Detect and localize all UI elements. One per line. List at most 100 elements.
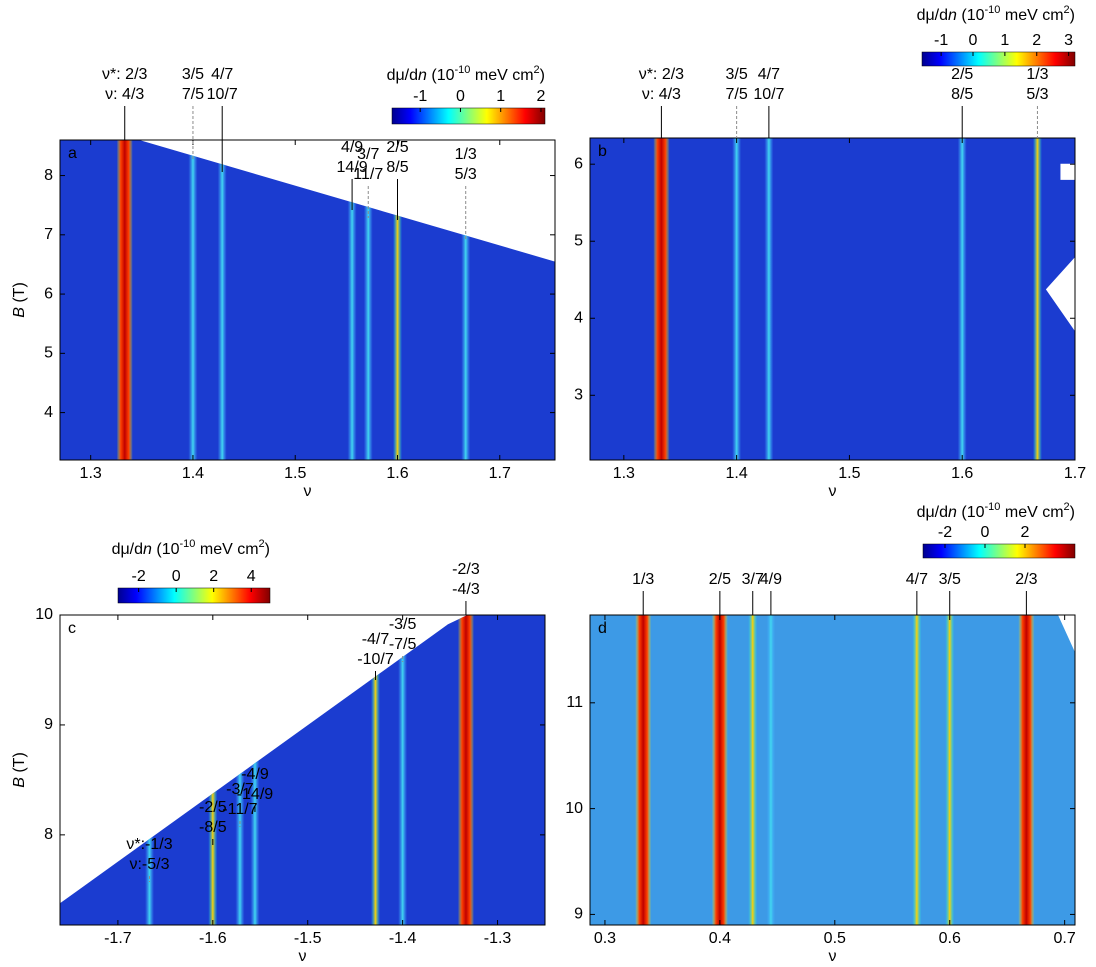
colorbar bbox=[391, 107, 546, 125]
fraction-label: 3/7 bbox=[357, 146, 379, 163]
heatmap bbox=[590, 138, 1075, 460]
fraction-label: -4/9 bbox=[241, 766, 269, 783]
colorbar-title: dμ/dn (10-10 meV cm2) bbox=[112, 538, 270, 558]
fraction-label: 10/7 bbox=[207, 86, 238, 103]
fraction-label: -3/7 bbox=[226, 781, 254, 798]
colorbar-title-part: -10 bbox=[455, 64, 471, 76]
x-tick-label: 0.6 bbox=[939, 930, 961, 947]
colorbar-title-part: 2 bbox=[534, 64, 540, 76]
feature-stripe bbox=[711, 615, 728, 925]
fraction-label: ν: 4/3 bbox=[105, 86, 144, 103]
y-tick-label: 6 bbox=[574, 155, 583, 172]
heatmap-background bbox=[60, 140, 555, 460]
colorbar-tick-label: 1 bbox=[496, 88, 505, 105]
colorbar-title-part: n bbox=[948, 504, 957, 521]
colorbar-title-part: 2 bbox=[1064, 4, 1070, 16]
fraction-label: 11/7 bbox=[353, 166, 383, 183]
feature-stripe bbox=[457, 615, 474, 925]
x-tick-label: -1.6 bbox=[199, 930, 227, 947]
colorbar-tick-label: 3 bbox=[1064, 32, 1073, 49]
colorbar-tick-label: 2 bbox=[537, 88, 546, 105]
x-tick-label: -1.5 bbox=[294, 930, 322, 947]
y-axis-label: B (T) bbox=[11, 282, 28, 318]
colorbar-title: dμ/dn (10-10 meV cm2) bbox=[387, 64, 545, 84]
x-axis-label: ν bbox=[829, 483, 837, 500]
x-tick-label: 1.3 bbox=[613, 465, 635, 482]
heatmap-background bbox=[590, 138, 1075, 460]
feature-stripe bbox=[461, 140, 471, 460]
y-axis-label-part: (T) bbox=[11, 752, 28, 777]
colorbar-title-part: -10 bbox=[985, 501, 1001, 513]
colorbar-title-part: n bbox=[418, 67, 427, 84]
panel-letter: d bbox=[598, 620, 607, 637]
colorbar-tick-label: -2 bbox=[132, 568, 146, 585]
colorbar-title-part: ) bbox=[1070, 504, 1075, 521]
x-tick-label: 0.4 bbox=[709, 930, 731, 947]
fraction-label: -2/5 bbox=[199, 799, 227, 816]
feature-stripe bbox=[1032, 138, 1042, 460]
fraction-label: 2/3 bbox=[1015, 571, 1037, 588]
colorbar-title-part: meV cm bbox=[195, 541, 258, 558]
fraction-label: 3/5 bbox=[939, 571, 961, 588]
x-tick-label: 0.7 bbox=[1054, 930, 1076, 947]
y-axis-label-part: B bbox=[11, 777, 28, 788]
feature-stripe bbox=[208, 615, 218, 925]
x-tick-label: -1.3 bbox=[484, 930, 512, 947]
colorbar bbox=[921, 51, 1076, 67]
fraction-label: 4/7 bbox=[758, 66, 780, 83]
colorbar-title-part: dμ/d bbox=[917, 504, 948, 521]
plot-frame bbox=[589, 614, 1076, 926]
feature-stripe bbox=[398, 615, 408, 925]
colorbar-tick-label: -2 bbox=[938, 524, 952, 541]
fraction-label: 3/5 bbox=[726, 66, 748, 83]
colorbar-title-part: ) bbox=[540, 67, 545, 84]
y-tick-label: 3 bbox=[574, 387, 583, 404]
y-tick-label: 9 bbox=[44, 716, 53, 733]
fraction-label: 3/5 bbox=[182, 66, 204, 83]
feature-stripe bbox=[766, 615, 776, 925]
x-tick-label: 1.5 bbox=[838, 465, 860, 482]
colorbar-tick-label: 1 bbox=[1000, 32, 1009, 49]
fraction-label: 4/9 bbox=[341, 139, 363, 156]
colorbar-title-part: n bbox=[948, 7, 957, 24]
y-axis-label-part: B bbox=[11, 307, 28, 318]
feature-stripe bbox=[250, 615, 260, 925]
colorbar-title-part: ) bbox=[265, 541, 270, 558]
feature-stripe bbox=[912, 615, 922, 925]
colorbar-title: dμ/dn (10-10 meV cm2) bbox=[917, 4, 1075, 24]
feature-stripe bbox=[1018, 615, 1035, 925]
colorbar-title-part: -10 bbox=[180, 538, 196, 550]
fraction-label: -2/3 bbox=[452, 561, 480, 578]
fraction-label: -3/5 bbox=[389, 616, 417, 633]
fraction-label: 3/7 bbox=[742, 571, 764, 588]
x-tick-label: -1.4 bbox=[389, 930, 417, 947]
colorbar-title-part: meV cm bbox=[470, 67, 533, 84]
y-tick-label: 6 bbox=[44, 285, 53, 302]
y-tick-label: 10 bbox=[565, 800, 583, 817]
feature-stripe bbox=[653, 138, 670, 460]
colorbar bbox=[117, 587, 271, 604]
colorbar-tick-label: -1 bbox=[413, 88, 427, 105]
fraction-label: ν*:-1/3 bbox=[126, 836, 172, 853]
fraction-label: -4/7 bbox=[362, 631, 390, 648]
colorbar-title-part: dμ/d bbox=[387, 67, 418, 84]
feature-stripe bbox=[635, 615, 652, 925]
x-tick-label: 1.3 bbox=[80, 465, 102, 482]
feature-stripe bbox=[188, 140, 198, 460]
colorbar-tick-label: 2 bbox=[1021, 524, 1030, 541]
panel-letter: a bbox=[68, 145, 77, 162]
colorbar-tick-label: 2 bbox=[209, 568, 218, 585]
heatmap bbox=[590, 615, 1075, 925]
colorbar-title-part: (10 bbox=[152, 541, 180, 558]
feature-stripe bbox=[217, 140, 227, 460]
heatmap-background bbox=[590, 615, 1075, 925]
fraction-label: 8/5 bbox=[951, 86, 973, 103]
fraction-label: 8/5 bbox=[386, 159, 408, 176]
x-tick-label: 1.4 bbox=[182, 465, 204, 482]
y-tick-label: 10 bbox=[35, 606, 53, 623]
y-tick-label: 4 bbox=[574, 309, 583, 326]
fraction-label: 4/9 bbox=[760, 571, 782, 588]
colorbar-title: dμ/dn (10-10 meV cm2) bbox=[917, 501, 1075, 521]
